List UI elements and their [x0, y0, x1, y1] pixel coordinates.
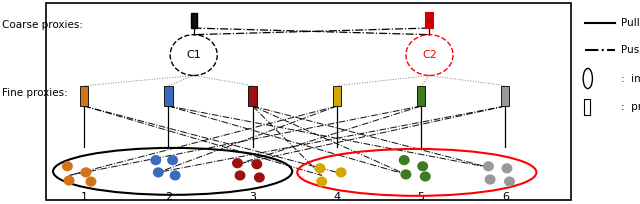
- FancyBboxPatch shape: [191, 13, 197, 28]
- Ellipse shape: [170, 170, 180, 181]
- Text: Push away: Push away: [621, 45, 640, 55]
- FancyBboxPatch shape: [417, 86, 425, 106]
- Ellipse shape: [316, 176, 327, 187]
- Ellipse shape: [234, 170, 246, 181]
- Ellipse shape: [232, 158, 243, 168]
- FancyBboxPatch shape: [501, 86, 509, 106]
- Text: 2: 2: [165, 192, 172, 202]
- Ellipse shape: [63, 175, 74, 186]
- Text: :  proxy: : proxy: [621, 102, 640, 112]
- Ellipse shape: [401, 169, 412, 180]
- FancyBboxPatch shape: [80, 86, 88, 106]
- Text: Fine proxies:: Fine proxies:: [2, 88, 67, 98]
- Text: 5: 5: [417, 192, 424, 202]
- Text: 4: 4: [333, 192, 340, 202]
- FancyBboxPatch shape: [426, 13, 433, 28]
- FancyBboxPatch shape: [584, 99, 590, 115]
- Ellipse shape: [417, 161, 428, 171]
- Text: Pull closer: Pull closer: [621, 18, 640, 29]
- Ellipse shape: [420, 171, 431, 182]
- Ellipse shape: [399, 155, 410, 165]
- Ellipse shape: [167, 155, 178, 165]
- Bar: [46, 3, 571, 200]
- Ellipse shape: [314, 163, 326, 173]
- Ellipse shape: [62, 161, 73, 171]
- Ellipse shape: [483, 161, 494, 171]
- FancyBboxPatch shape: [164, 86, 173, 106]
- Ellipse shape: [502, 163, 513, 173]
- FancyBboxPatch shape: [333, 86, 341, 106]
- Text: C1: C1: [186, 50, 201, 60]
- Text: 6: 6: [502, 192, 509, 202]
- Ellipse shape: [81, 167, 92, 177]
- Text: Coarse proxies:: Coarse proxies:: [2, 20, 83, 31]
- Text: 1: 1: [81, 192, 88, 202]
- Ellipse shape: [254, 172, 265, 183]
- Ellipse shape: [86, 176, 97, 187]
- Ellipse shape: [153, 167, 164, 177]
- Ellipse shape: [484, 174, 495, 185]
- FancyBboxPatch shape: [248, 86, 257, 106]
- Ellipse shape: [252, 159, 262, 169]
- Ellipse shape: [335, 167, 346, 177]
- Text: :  image sample: : image sample: [621, 73, 640, 84]
- Text: 3: 3: [249, 192, 256, 202]
- Ellipse shape: [150, 155, 161, 165]
- Text: C2: C2: [422, 50, 437, 60]
- Ellipse shape: [504, 176, 515, 187]
